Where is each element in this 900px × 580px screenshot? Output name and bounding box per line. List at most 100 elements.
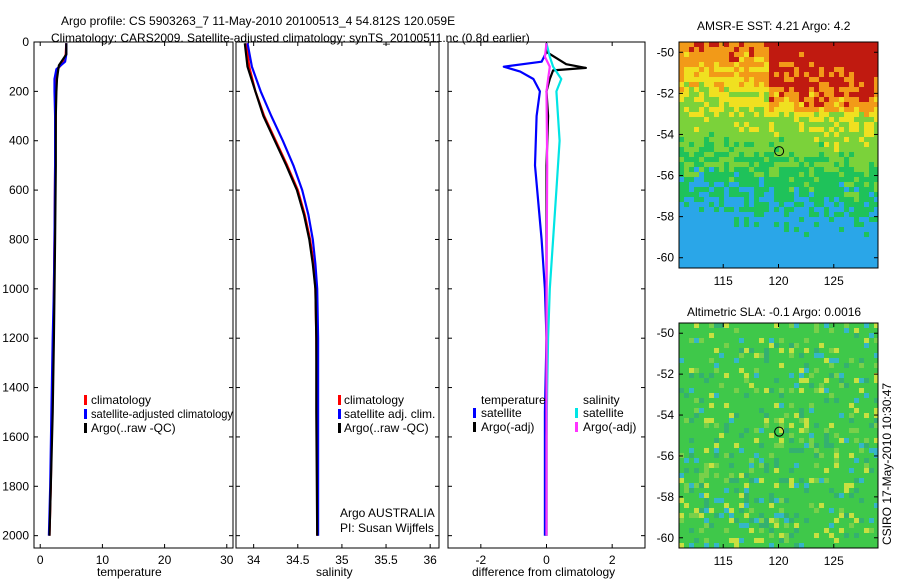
sla-cell <box>819 348 824 353</box>
sla-cell <box>719 458 724 463</box>
sla-cell <box>764 348 769 353</box>
sst-cell <box>729 152 734 157</box>
sst-cell <box>734 247 739 252</box>
sst-cell <box>869 127 874 132</box>
legend-label-satellite-adjusted: satellite-adjusted climatology <box>91 407 233 421</box>
sst-cell <box>849 87 854 92</box>
sla-cell <box>869 428 874 433</box>
sla-cell <box>719 508 724 513</box>
sla-cell <box>859 503 864 508</box>
sst-cell <box>734 82 739 87</box>
sst-cell <box>724 157 729 162</box>
sst-cell <box>684 107 689 112</box>
sla-cell <box>714 393 719 398</box>
sla-cell <box>754 418 759 423</box>
sst-cell <box>799 57 804 62</box>
sla-cell <box>834 423 839 428</box>
sla-cell <box>704 513 709 518</box>
sla-cell <box>804 343 809 348</box>
sla-cell <box>749 538 754 543</box>
sst-cell <box>689 207 694 212</box>
sst-cell <box>874 187 878 192</box>
sla-cell <box>754 348 759 353</box>
sst-cell <box>679 157 684 162</box>
sst-cell <box>829 107 834 112</box>
sst-cell <box>714 232 719 237</box>
sst-cell <box>759 112 764 117</box>
sst-cell <box>719 52 724 57</box>
sst-cell <box>719 97 724 102</box>
sst-cell <box>769 112 774 117</box>
sla-cell <box>684 443 689 448</box>
sst-cell <box>709 62 714 67</box>
sla-cell <box>779 488 784 493</box>
sla-cell <box>764 438 769 443</box>
sst-cell <box>714 52 719 57</box>
sla-cell <box>694 338 699 343</box>
sst-cell <box>799 202 804 207</box>
sst-cell <box>779 92 784 97</box>
sst-cell <box>689 122 694 127</box>
sla-cell <box>874 473 878 478</box>
sla-cell <box>774 468 779 473</box>
sla-cell <box>829 498 834 503</box>
sla-cell <box>689 443 694 448</box>
sla-cell <box>724 363 729 368</box>
map-y-tick-label: -54 <box>657 127 675 141</box>
sst-cell <box>684 202 689 207</box>
sla-cell <box>789 428 794 433</box>
sla-cell <box>744 458 749 463</box>
sla-cell <box>799 378 804 383</box>
sla-cell <box>724 458 729 463</box>
sla-cell <box>789 363 794 368</box>
sla-cell <box>859 373 864 378</box>
sst-cell <box>804 222 809 227</box>
sla-cell <box>864 473 869 478</box>
sst-cell <box>794 222 799 227</box>
sla-cell <box>769 423 774 428</box>
sst-cell <box>814 152 819 157</box>
sla-cell <box>854 528 859 533</box>
sst-cell <box>709 42 714 47</box>
sst-cell <box>839 62 844 67</box>
sla-cell <box>819 378 824 383</box>
sst-cell <box>824 162 829 167</box>
sst-cell <box>724 82 729 87</box>
sst-cell <box>869 252 874 257</box>
sla-cell <box>784 463 789 468</box>
sla-cell <box>714 323 719 328</box>
sst-cell <box>844 207 849 212</box>
sla-cell <box>819 483 824 488</box>
sla-cell <box>809 328 814 333</box>
sst-cell <box>789 122 794 127</box>
sla-cell <box>864 518 869 523</box>
sla-cell <box>769 353 774 358</box>
sla-cell <box>704 343 709 348</box>
sla-cell <box>724 543 729 548</box>
sla-cell <box>834 503 839 508</box>
sla-cell <box>734 323 739 328</box>
sla-cell <box>749 543 754 548</box>
sst-cell <box>764 207 769 212</box>
sst-cell <box>744 222 749 227</box>
sla-cell <box>694 533 699 538</box>
sla-cell <box>784 378 789 383</box>
sla-cell <box>789 523 794 528</box>
sla-cell <box>729 338 734 343</box>
sla-cell <box>724 408 729 413</box>
sla-cell <box>704 433 709 438</box>
sst-cell <box>709 77 714 82</box>
sla-cell <box>859 363 864 368</box>
sst-cell <box>699 112 704 117</box>
sla-cell <box>874 328 878 333</box>
sst-cell <box>749 227 754 232</box>
sla-cell <box>719 443 724 448</box>
sst-cell <box>724 207 729 212</box>
sla-cell <box>749 333 754 338</box>
sla-cell <box>729 473 734 478</box>
sla-cell <box>694 423 699 428</box>
sla-cell <box>699 468 704 473</box>
sla-cell <box>819 358 824 363</box>
sst-cell <box>769 152 774 157</box>
sst-cell <box>829 102 834 107</box>
